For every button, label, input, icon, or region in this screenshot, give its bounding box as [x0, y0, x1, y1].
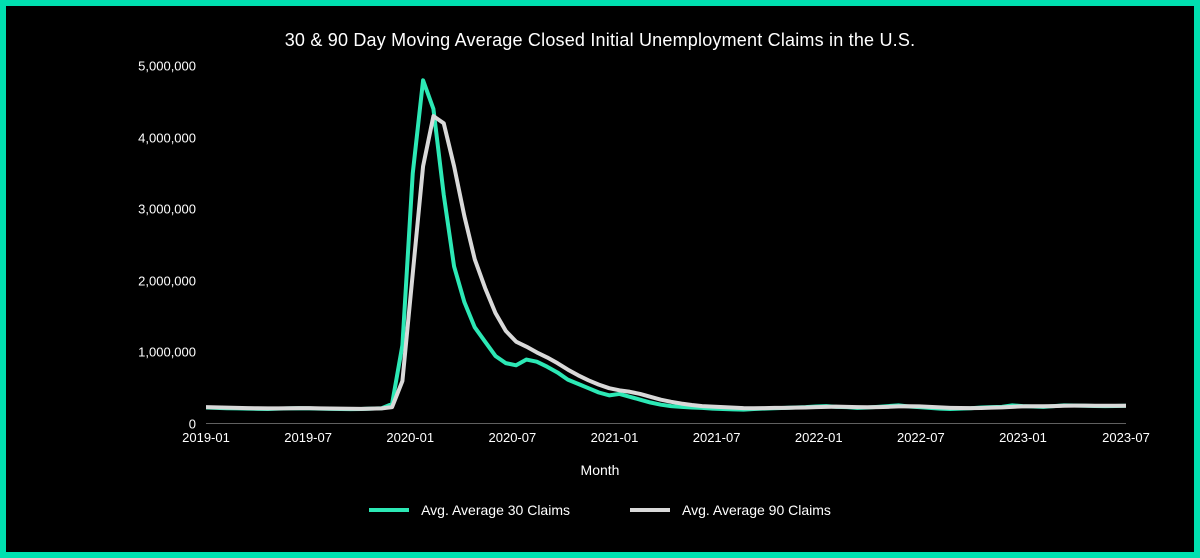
x-tick-label: 2022-01	[795, 430, 843, 445]
x-tick-label: 2020-07	[489, 430, 537, 445]
series-average-90-claims	[206, 116, 1126, 409]
x-tick-label: 2019-01	[182, 430, 230, 445]
y-tick-label: 5,000,000	[16, 59, 196, 74]
legend-label-30: Avg. Average 30 Claims	[421, 502, 570, 518]
x-tick-label: 2022-07	[897, 430, 945, 445]
legend-item-90: Avg. Average 90 Claims	[630, 502, 831, 518]
x-tick-label: 2020-01	[386, 430, 434, 445]
series-average-30-claims	[206, 80, 1126, 409]
x-tick-label: 2021-01	[591, 430, 639, 445]
chart-plot	[206, 66, 1126, 424]
x-tick-label: 2023-07	[1102, 430, 1150, 445]
chart-frame: 30 & 90 Day Moving Average Closed Initia…	[6, 6, 1194, 552]
legend-item-30: Avg. Average 30 Claims	[369, 502, 570, 518]
x-tick-label: 2019-07	[284, 430, 332, 445]
y-tick-label: 2,000,000	[16, 273, 196, 288]
legend-swatch-90	[630, 508, 670, 512]
x-tick-label: 2021-07	[693, 430, 741, 445]
y-tick-label: 4,000,000	[16, 130, 196, 145]
y-tick-label: 0	[16, 417, 196, 432]
legend-swatch-30	[369, 508, 409, 512]
x-axis-title: Month	[6, 462, 1194, 478]
chart-title: 30 & 90 Day Moving Average Closed Initia…	[6, 30, 1194, 51]
legend: Avg. Average 30 Claims Avg. Average 90 C…	[6, 502, 1194, 518]
x-tick-label: 2023-01	[999, 430, 1047, 445]
y-tick-label: 3,000,000	[16, 202, 196, 217]
legend-label-90: Avg. Average 90 Claims	[682, 502, 831, 518]
y-tick-label: 1,000,000	[16, 345, 196, 360]
